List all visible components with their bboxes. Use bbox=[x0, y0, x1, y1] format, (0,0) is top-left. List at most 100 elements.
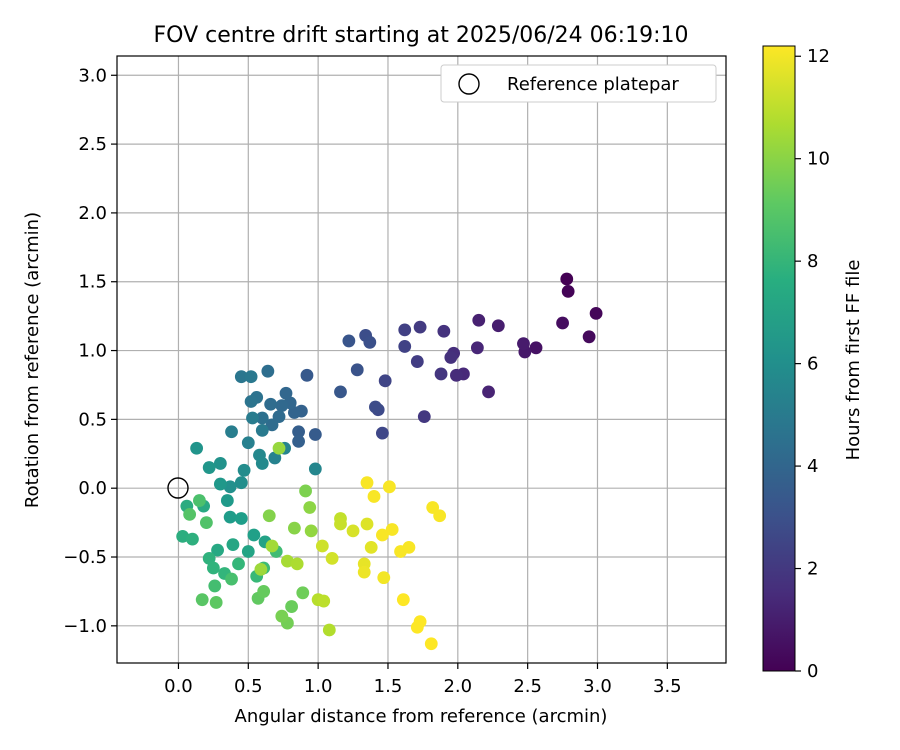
data-point bbox=[202, 461, 216, 474]
data-point bbox=[364, 540, 378, 554]
data-point bbox=[208, 579, 222, 593]
data-point bbox=[211, 543, 224, 557]
data-point bbox=[377, 571, 391, 585]
data-point bbox=[398, 340, 412, 353]
data-point bbox=[195, 593, 209, 607]
y-axis-label: Rotation from reference (arcmin) bbox=[22, 212, 43, 508]
data-point bbox=[285, 600, 298, 613]
data-point bbox=[482, 385, 495, 399]
x-tick-label: 3.5 bbox=[653, 676, 682, 697]
data-point bbox=[560, 272, 574, 286]
data-point bbox=[491, 319, 505, 333]
colorbar-tick-label: 12 bbox=[807, 46, 830, 67]
x-tick-label: 2.5 bbox=[513, 676, 542, 697]
data-point bbox=[223, 510, 237, 524]
legend-label: Reference platepar bbox=[507, 74, 679, 95]
data-point bbox=[226, 538, 240, 552]
data-point bbox=[369, 400, 382, 414]
y-tick-label: 0.5 bbox=[78, 409, 107, 430]
data-point bbox=[417, 410, 431, 424]
y-tick-label: 1.0 bbox=[78, 341, 107, 362]
data-point bbox=[382, 480, 396, 494]
data-point bbox=[234, 370, 248, 384]
x-tick-label: 0.0 bbox=[164, 676, 193, 697]
data-point bbox=[268, 451, 282, 465]
y-tick-label: 3.0 bbox=[78, 65, 107, 86]
data-point bbox=[287, 406, 301, 419]
y-axis-ticks: −1.0 −0.5 0.0 0.5 1.0 1.5 2.0 2.5 3.0 bbox=[63, 65, 117, 637]
data-point bbox=[322, 623, 336, 637]
data-point bbox=[325, 551, 339, 565]
data-point bbox=[360, 517, 374, 531]
data-point bbox=[244, 395, 258, 408]
data-point bbox=[317, 594, 331, 608]
data-point bbox=[357, 565, 371, 579]
data-point bbox=[290, 557, 304, 571]
data-point bbox=[247, 528, 261, 542]
data-point bbox=[206, 561, 220, 575]
data-point bbox=[402, 540, 416, 554]
data-point bbox=[385, 523, 399, 536]
y-tick-label: 1.5 bbox=[78, 272, 107, 293]
data-point bbox=[183, 507, 197, 521]
data-point bbox=[261, 364, 275, 378]
y-tick-label: −1.0 bbox=[63, 616, 107, 637]
data-point bbox=[241, 545, 255, 558]
data-point bbox=[265, 418, 279, 432]
x-tick-label: 1.5 bbox=[374, 676, 403, 697]
legend-box bbox=[440, 64, 717, 103]
data-point bbox=[304, 524, 318, 538]
x-tick-label: 3.0 bbox=[583, 676, 612, 697]
data-point bbox=[308, 428, 322, 441]
data-point bbox=[292, 425, 305, 439]
data-point bbox=[308, 462, 322, 476]
data-point bbox=[255, 423, 269, 437]
data-point bbox=[265, 539, 279, 553]
data-point bbox=[444, 351, 458, 364]
data-point bbox=[375, 528, 389, 542]
data-point bbox=[254, 563, 268, 576]
data-point bbox=[202, 551, 216, 565]
colorbar: 0 2 4 6 8 10 12 Hours from first FF file bbox=[762, 45, 864, 682]
data-point bbox=[241, 436, 255, 450]
data-point bbox=[176, 529, 190, 543]
y-tick-label: 0.0 bbox=[78, 478, 107, 499]
colorbar-tick-label: 6 bbox=[807, 354, 818, 375]
reference-platepar-marker bbox=[167, 477, 189, 499]
data-point bbox=[275, 609, 289, 623]
colorbar-tick-label: 8 bbox=[807, 251, 818, 272]
data-point bbox=[375, 426, 389, 440]
data-point bbox=[292, 434, 305, 448]
x-tick-label: 0.5 bbox=[234, 676, 263, 697]
data-point bbox=[396, 593, 410, 607]
legend-open-circle-icon bbox=[458, 73, 480, 95]
data-point bbox=[225, 572, 238, 586]
data-point bbox=[315, 539, 329, 553]
colorbar-tick-label: 2 bbox=[807, 559, 818, 580]
y-tick-label: 2.5 bbox=[78, 134, 107, 155]
data-points bbox=[176, 272, 603, 651]
data-point bbox=[275, 399, 289, 413]
data-point bbox=[300, 368, 314, 382]
colorbar-tick-label: 4 bbox=[807, 456, 818, 477]
plot-area-frame bbox=[116, 55, 727, 664]
data-point bbox=[517, 337, 530, 351]
legend: Reference platepar bbox=[440, 64, 717, 103]
data-point bbox=[220, 494, 234, 507]
data-point bbox=[287, 521, 301, 535]
data-point bbox=[561, 284, 575, 298]
data-point bbox=[410, 620, 424, 634]
data-point bbox=[299, 484, 312, 498]
data-point bbox=[199, 516, 213, 530]
data-point bbox=[413, 320, 427, 334]
data-point bbox=[334, 517, 347, 531]
data-point bbox=[434, 367, 448, 381]
data-point bbox=[589, 306, 603, 320]
chart-title: FOV centre drift starting at 2025/06/24 … bbox=[154, 23, 689, 48]
data-point bbox=[556, 316, 569, 330]
data-point bbox=[279, 386, 293, 400]
colorbar-ticks: 0 2 4 6 8 10 12 bbox=[795, 46, 830, 682]
data-point bbox=[529, 341, 543, 355]
data-point bbox=[255, 411, 269, 425]
data-point bbox=[334, 385, 347, 399]
